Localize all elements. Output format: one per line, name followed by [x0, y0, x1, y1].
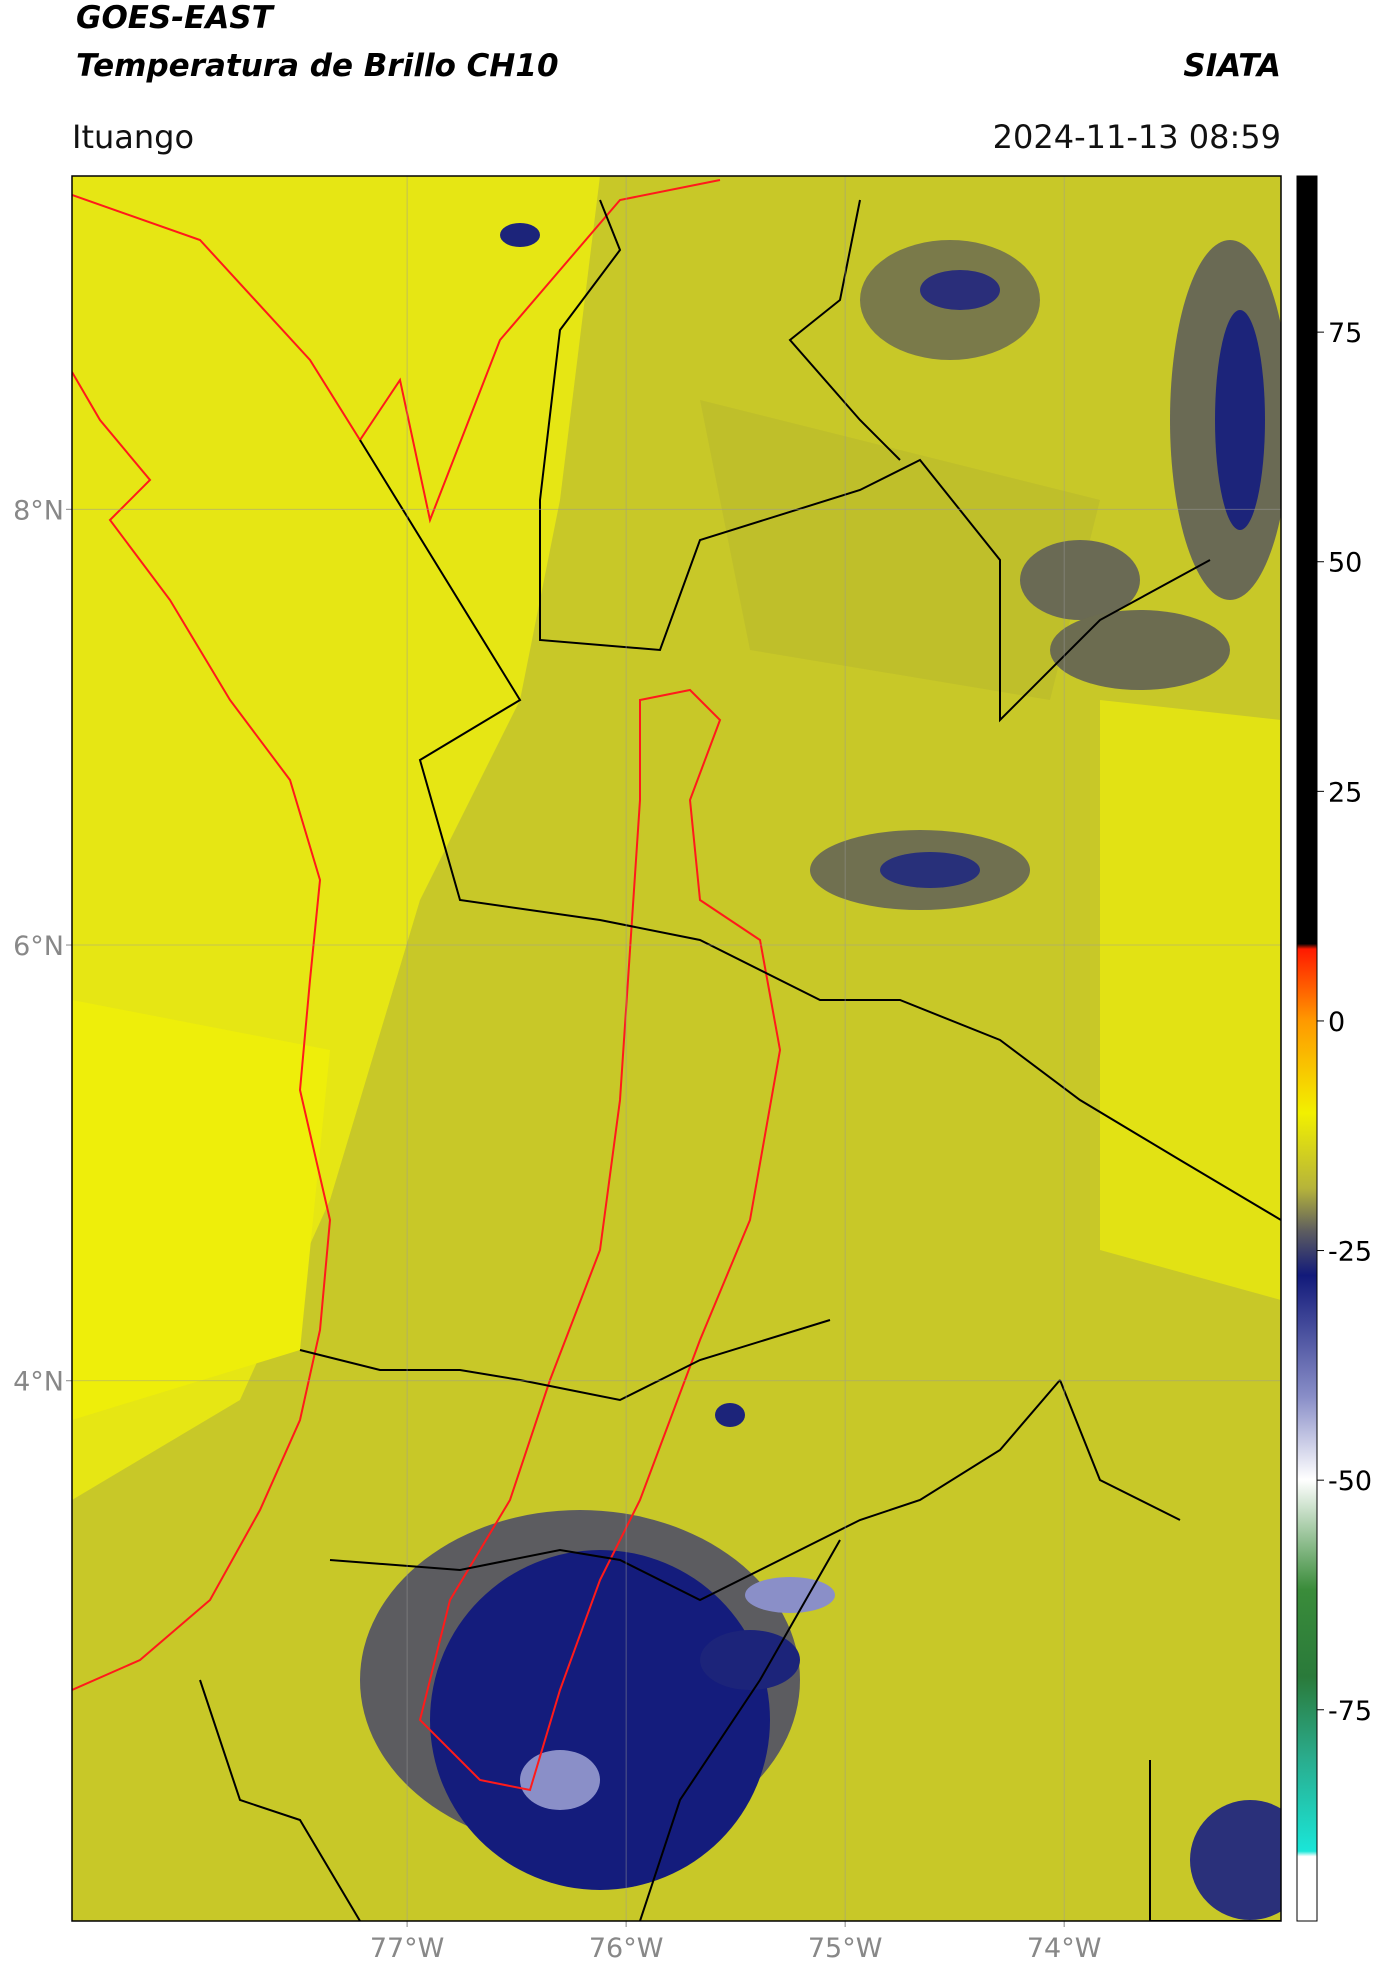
location: Ituango	[72, 118, 194, 156]
timestamp: 2024-11-13 08:59	[993, 118, 1281, 156]
colorbar-tick-label: 25	[1328, 777, 1362, 808]
title: GOES-EAST	[76, 0, 276, 36]
brand: SIATA	[1183, 48, 1281, 84]
x-tick-label: 74°W	[1027, 1933, 1102, 1964]
colorbar-tick-label: 50	[1328, 548, 1362, 579]
x-tick-label: 77°W	[370, 1933, 445, 1964]
subtitle: Temperatura de Brillo CH10	[76, 48, 559, 84]
colorbar-tick-label: -25	[1328, 1237, 1372, 1268]
colorbar-tick-label: 75	[1328, 318, 1362, 349]
y-tick-label: 6°N	[13, 931, 64, 962]
colorbar-tick-label: -75	[1328, 1696, 1372, 1727]
graticule: 77°W 76°W 75°W 74°W 8°N 6°N 4°N	[13, 176, 1281, 1964]
colorbar-ticks: 75 50 25 0 -25 -50 -75	[1317, 318, 1372, 1727]
borders	[72, 179, 1281, 1921]
x-tick-label: 76°W	[589, 1933, 664, 1964]
y-tick-label: 4°N	[13, 1367, 64, 1398]
x-tick-label: 75°W	[808, 1933, 883, 1964]
colorbar-tick-label: -50	[1328, 1466, 1372, 1497]
map-frame	[71, 175, 1282, 1922]
colorbar	[1296, 175, 1318, 1922]
y-tick-label: 8°N	[13, 495, 64, 526]
satellite-image	[72, 176, 1281, 1921]
colorbar-tick-label: 0	[1328, 1007, 1345, 1038]
